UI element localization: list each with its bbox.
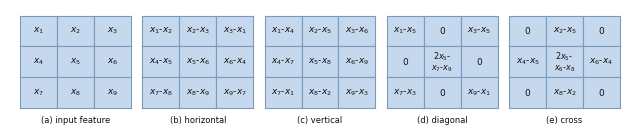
Text: $x_6$-$x_8$: $x_6$-$x_8$ (554, 63, 575, 74)
Text: $x_7$-$x_8$: $x_7$-$x_8$ (149, 87, 173, 98)
Text: $x_3$-$x_1$: $x_3$-$x_1$ (223, 26, 246, 36)
Text: $x_1$-$x_5$: $x_1$-$x_5$ (394, 26, 417, 36)
Text: $x_5$-$x_6$: $x_5$-$x_6$ (186, 57, 210, 67)
Text: $x_7$-$x_3$: $x_7$-$x_3$ (394, 87, 417, 98)
Text: (a) input feature: (a) input feature (41, 116, 110, 125)
Text: $0$: $0$ (524, 87, 531, 98)
Text: $x_7$-$x_1$: $x_7$-$x_1$ (271, 87, 295, 98)
Text: $x_4$-$x_5$: $x_4$-$x_5$ (516, 57, 540, 67)
Text: $x_8$-$x_9$: $x_8$-$x_9$ (186, 87, 210, 98)
Text: $x_4$-$x_5$: $x_4$-$x_5$ (149, 57, 173, 67)
Text: (d) diagonal: (d) diagonal (417, 116, 468, 125)
Text: $2x_5$-: $2x_5$- (433, 51, 451, 63)
Text: $x_1$-$x_2$: $x_1$-$x_2$ (149, 26, 173, 36)
Text: $x_7$-$x_9$: $x_7$-$x_9$ (431, 63, 453, 74)
Text: $x_2$-$x_5$: $x_2$-$x_5$ (552, 26, 577, 36)
Text: $x_8$-$x_2$: $x_8$-$x_2$ (308, 87, 332, 98)
Text: $0$: $0$ (598, 87, 605, 98)
Text: (c) vertical: (c) vertical (298, 116, 342, 125)
Text: $x_5$-$x_8$: $x_5$-$x_8$ (308, 57, 332, 67)
Text: $2x_5$-: $2x_5$- (556, 51, 573, 63)
Text: $x_9$: $x_9$ (107, 87, 118, 98)
Text: $x_4$-$x_7$: $x_4$-$x_7$ (271, 57, 295, 67)
Text: $x_3$-$x_5$: $x_3$-$x_5$ (467, 26, 491, 36)
Text: $x_6$: $x_6$ (107, 57, 118, 67)
Text: $x_6$-$x_4$: $x_6$-$x_4$ (589, 57, 613, 67)
Text: $x_5$: $x_5$ (70, 57, 81, 67)
Text: $x_6$-$x_9$: $x_6$-$x_9$ (345, 57, 369, 67)
Text: $x_7$: $x_7$ (33, 87, 44, 98)
Text: $0$: $0$ (438, 87, 446, 98)
Text: $x_9$-$x_7$: $x_9$-$x_7$ (223, 87, 246, 98)
Text: $x_3$-$x_6$: $x_3$-$x_6$ (345, 26, 369, 36)
Text: $x_2$-$x_3$: $x_2$-$x_3$ (186, 26, 210, 36)
Text: $x_9$-$x_1$: $x_9$-$x_1$ (467, 87, 491, 98)
Text: $x_9$-$x_3$: $x_9$-$x_3$ (345, 87, 369, 98)
Text: $0$: $0$ (524, 25, 531, 37)
Text: $x_2$-$x_5$: $x_2$-$x_5$ (308, 26, 332, 36)
Text: $0$: $0$ (598, 25, 605, 37)
Text: $x_3$: $x_3$ (107, 26, 118, 36)
Text: $x_8$: $x_8$ (70, 87, 81, 98)
Text: $0$: $0$ (476, 56, 483, 67)
Text: $x_6$-$x_4$: $x_6$-$x_4$ (223, 57, 246, 67)
Text: $x_1$-$x_4$: $x_1$-$x_4$ (271, 26, 295, 36)
Text: (e) cross: (e) cross (547, 116, 582, 125)
Text: (b) horizontal: (b) horizontal (170, 116, 226, 125)
Text: $x_2$: $x_2$ (70, 26, 81, 36)
Text: $x_8$-$x_2$: $x_8$-$x_2$ (552, 87, 577, 98)
Text: $x_1$: $x_1$ (33, 26, 44, 36)
Text: $x_4$: $x_4$ (33, 57, 44, 67)
Text: $0$: $0$ (438, 25, 446, 37)
Text: $0$: $0$ (402, 56, 409, 67)
